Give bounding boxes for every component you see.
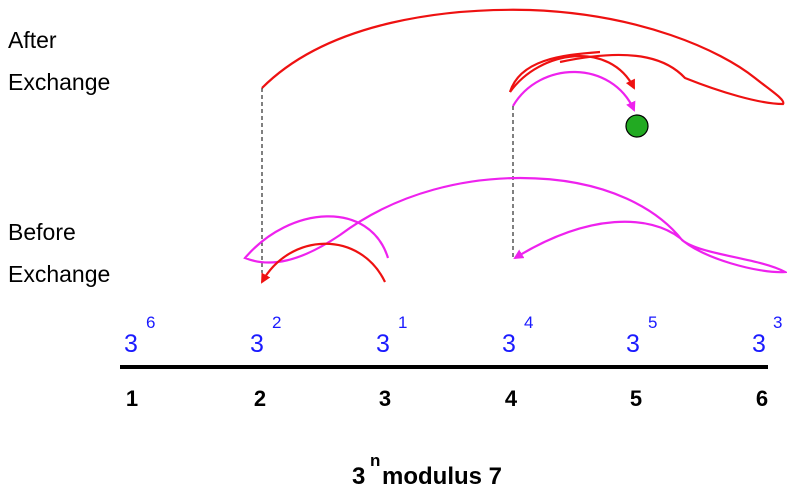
- power-label-1: 3 6: [124, 313, 155, 358]
- power-base-6: 3: [752, 330, 766, 358]
- tick-label-2: 2: [254, 386, 266, 411]
- caption: 3 n modulus 7: [352, 451, 502, 490]
- power-exp-5: 5: [648, 313, 657, 332]
- before-label-line2: Exchange: [8, 261, 110, 287]
- power-label-2: 3 2: [250, 313, 281, 358]
- after-label-line2: Exchange: [8, 69, 110, 95]
- tick-label-1: 1: [126, 386, 138, 411]
- tick-label-6: 6: [756, 386, 768, 411]
- after-red-start-curve: [508, 50, 601, 93]
- tick-label-4: 4: [505, 386, 518, 411]
- power-label-4: 3 4: [502, 313, 533, 358]
- after-label-line1: After: [8, 27, 57, 53]
- after-magenta-arrow-4-to-5: [512, 70, 636, 112]
- before-magenta-loop: [243, 176, 787, 274]
- power-base-4: 3: [502, 330, 516, 358]
- power-label-5: 3 5: [626, 313, 657, 358]
- power-base-1: 3: [124, 330, 138, 358]
- power-exp-6: 3: [773, 313, 782, 332]
- caption-exponent: n: [370, 451, 380, 470]
- tick-label-3: 3: [379, 386, 391, 411]
- before-red-arrow-3-to-2: [261, 242, 386, 284]
- after-long-red-loop: [261, 8, 785, 106]
- power-exp-3: 1: [398, 313, 407, 332]
- after-red-arrow-4-to-5: [509, 55, 635, 93]
- tick-label-5: 5: [630, 386, 642, 411]
- caption-base: 3: [352, 463, 365, 490]
- power-base-2: 3: [250, 330, 264, 358]
- power-exp-2: 2: [272, 313, 281, 332]
- power-label-6: 3 3: [752, 313, 782, 358]
- power-exp-4: 4: [524, 313, 533, 332]
- power-base-5: 3: [626, 330, 640, 358]
- target-marker: [625, 114, 649, 138]
- power-label-3: 3 1: [376, 313, 407, 358]
- power-base-3: 3: [376, 330, 390, 358]
- power-exp-1: 6: [146, 313, 155, 332]
- before-label-line1: Before: [8, 219, 76, 245]
- caption-rest: modulus 7: [382, 463, 502, 490]
